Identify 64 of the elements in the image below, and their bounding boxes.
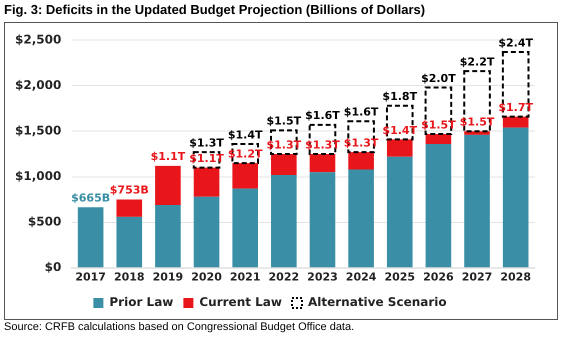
bar — [348, 169, 374, 268]
y-tick-label: $2,500 — [14, 32, 62, 46]
annotation: $1.2T — [228, 147, 264, 160]
annotation: $1.3T — [189, 136, 224, 150]
annotation: $1.3T — [344, 136, 379, 150]
bar — [502, 116, 528, 128]
x-tick-label: 2019 — [152, 270, 184, 284]
bar — [271, 154, 297, 175]
annotation: $2.4T — [498, 36, 534, 50]
x-tick-label: 2022 — [268, 270, 300, 284]
annotation: $1.8T — [382, 90, 418, 104]
source-note: Source: CRFB calculations based on Congressional Budget Office data. — [3, 320, 356, 334]
bar — [232, 188, 258, 268]
x-tick-label: 2018 — [114, 270, 145, 284]
bar — [78, 207, 104, 268]
y-tick-label: $1,500 — [14, 123, 62, 138]
annotation: $1.4T — [228, 128, 264, 142]
bar — [116, 216, 142, 268]
bar — [310, 172, 336, 268]
annotation: $1.6T — [305, 109, 340, 122]
y-tick-label: $1,000 — [14, 168, 62, 183]
annotation: $1.1T — [150, 150, 186, 164]
annotation: $1.5T — [266, 114, 302, 128]
x-tick-label: 2024 — [346, 270, 377, 284]
x-tick-label: 2026 — [423, 270, 454, 284]
annotation: $1.6T — [344, 106, 379, 119]
bar — [348, 152, 374, 170]
bar — [310, 154, 336, 172]
annotation: $665B — [71, 192, 110, 205]
bar — [426, 134, 452, 144]
bar — [426, 144, 452, 268]
chart-title: Fig. 3: Deficits in the Updated Budget Projection (Billions of Dollars) — [3, 1, 426, 19]
bar — [386, 156, 413, 268]
bar — [194, 196, 220, 268]
bar — [386, 139, 413, 157]
x-tick-label: 2020 — [191, 270, 222, 284]
bar — [502, 128, 528, 268]
annotation: $2.2T — [460, 56, 495, 69]
annotation: $2.0T — [421, 72, 456, 85]
annotation: $753B — [110, 184, 149, 197]
annotation: $1.3T — [305, 138, 340, 152]
bar — [464, 134, 490, 268]
legend-label: Alternative Scenario — [308, 295, 447, 310]
bar — [232, 163, 258, 189]
annotation: $1.7T — [498, 101, 534, 114]
x-tick-label: 2027 — [462, 270, 492, 284]
bar — [155, 166, 181, 205]
legend-label: Current Law — [199, 295, 282, 310]
legend-label: Prior Law — [109, 295, 174, 310]
y-tick-label: $0 — [44, 260, 62, 274]
x-tick-label: 2021 — [230, 270, 261, 284]
bar — [194, 168, 220, 197]
x-tick-label: 2028 — [500, 270, 531, 284]
annotation: $1.3T — [266, 138, 302, 152]
x-tick-label: 2025 — [384, 270, 416, 284]
y-tick-label: $500 — [28, 214, 62, 228]
annotation: $1.5T — [460, 116, 495, 129]
x-tick-label: 2023 — [307, 270, 338, 284]
bar — [116, 200, 142, 217]
bar — [155, 204, 181, 268]
y-tick-label: $2,000 — [14, 78, 62, 92]
bar — [271, 174, 297, 268]
x-tick-label: 2017 — [75, 270, 106, 284]
annotation: $1.1T — [189, 152, 224, 166]
